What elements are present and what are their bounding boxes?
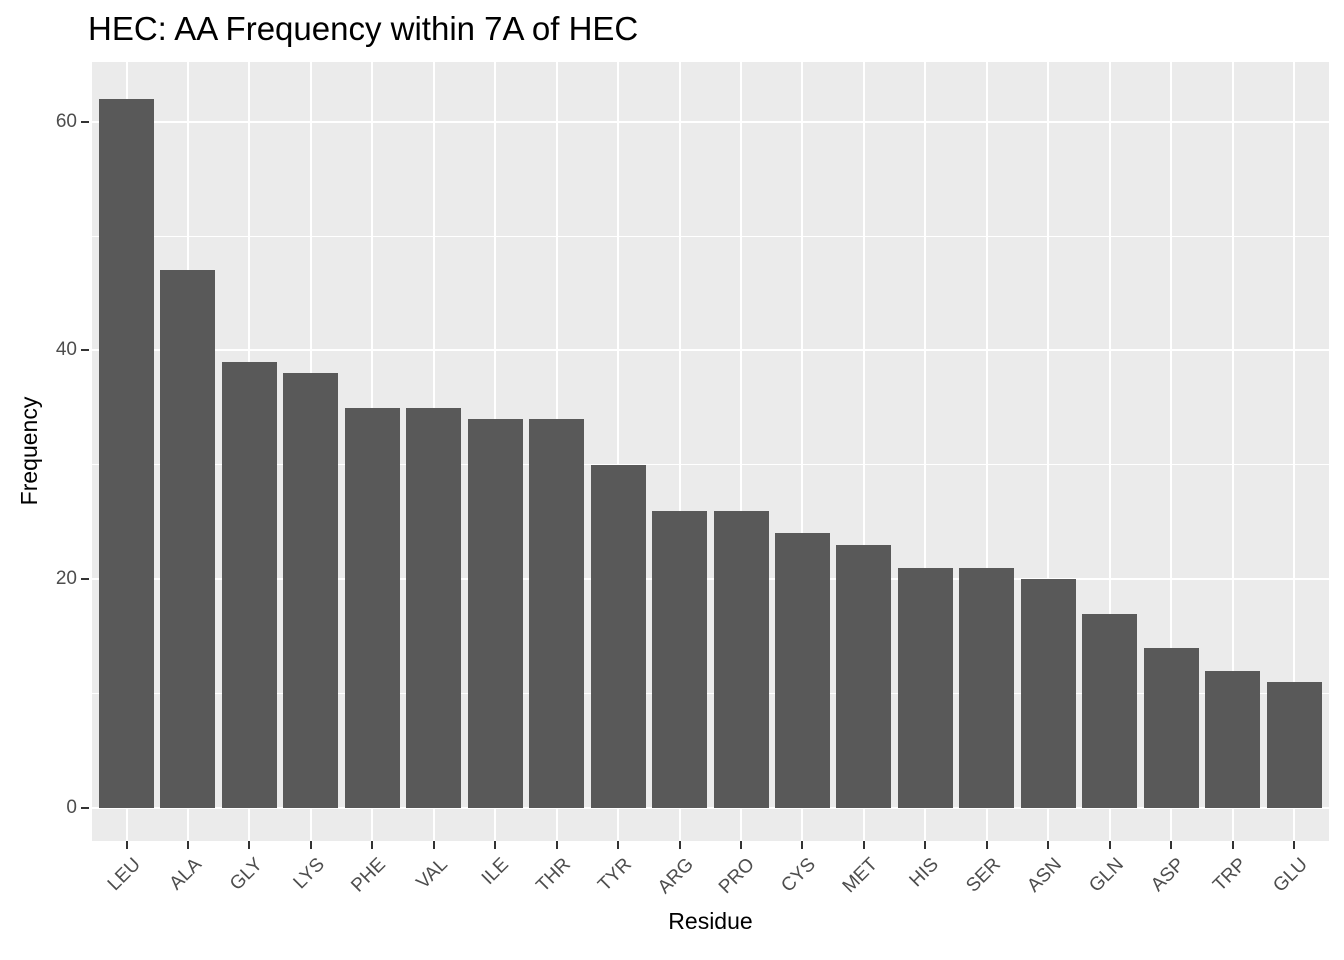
bar-met bbox=[836, 544, 892, 808]
x-tick-mark-lys bbox=[309, 841, 312, 849]
x-tick-mark-leu bbox=[125, 841, 128, 849]
bar-ala bbox=[160, 270, 216, 808]
bar-val bbox=[406, 407, 462, 808]
gridline-minor-y-10 bbox=[92, 693, 1329, 695]
bar-tyr bbox=[590, 464, 646, 808]
bar-thr bbox=[529, 419, 585, 808]
x-tick-mark-gly bbox=[248, 841, 251, 849]
bar-asp bbox=[1143, 647, 1199, 808]
gridline-x-asn bbox=[1047, 62, 1050, 841]
x-tick-mark-val bbox=[432, 841, 435, 849]
gridline-minor-y-30 bbox=[92, 464, 1329, 466]
gridline-x-trp bbox=[1231, 62, 1234, 841]
x-axis-title: Residue bbox=[668, 908, 753, 934]
x-tick-mark-ile bbox=[494, 841, 497, 849]
y-axis-title: Frequency bbox=[16, 396, 42, 506]
y-tick-mark-40 bbox=[81, 349, 89, 352]
y-tick-label-20: 20 bbox=[55, 568, 77, 590]
gridline-x-cys bbox=[801, 62, 804, 841]
x-tick-mark-met bbox=[862, 841, 865, 849]
gridline-major-y-20 bbox=[92, 578, 1329, 581]
bar-leu bbox=[99, 98, 154, 808]
bar-ser bbox=[959, 567, 1015, 808]
y-tick-label-0: 0 bbox=[66, 797, 77, 818]
gridline-major-y-0 bbox=[92, 807, 1329, 809]
x-tick-mark-trp bbox=[1231, 841, 1234, 849]
gridline-x-glu bbox=[1293, 62, 1296, 841]
bar-pro bbox=[713, 510, 769, 808]
gridline-x-met bbox=[862, 62, 865, 841]
bar-ile bbox=[467, 419, 523, 808]
gridline-x-gln bbox=[1108, 62, 1111, 841]
y-tick-mark-20 bbox=[81, 578, 89, 581]
x-tick-mark-pro bbox=[740, 841, 742, 849]
bar-gln bbox=[1082, 613, 1138, 808]
y-tick-mark-60 bbox=[81, 120, 89, 123]
x-tick-mark-gln bbox=[1108, 841, 1111, 849]
gridline-x-tyr bbox=[617, 62, 620, 841]
bar-gly bbox=[221, 361, 277, 808]
gridline-x-asp bbox=[1170, 62, 1173, 841]
bar-his bbox=[897, 567, 953, 808]
gridline-x-arg bbox=[678, 62, 681, 841]
gridline-major-y-40 bbox=[92, 349, 1329, 352]
bar-cys bbox=[774, 533, 830, 808]
x-tick-mark-glu bbox=[1293, 841, 1296, 849]
bar-phe bbox=[344, 407, 400, 808]
chart-title: HEC: AA Frequency within 7A of HEC bbox=[88, 10, 639, 47]
x-tick-mark-tyr bbox=[617, 841, 620, 849]
y-tick-label-60: 60 bbox=[55, 110, 77, 132]
x-tick-mark-arg bbox=[678, 841, 681, 849]
x-tick-mark-asn bbox=[1047, 841, 1050, 849]
x-tick-mark-his bbox=[924, 841, 927, 849]
gridline-x-his bbox=[924, 62, 927, 841]
x-tick-mark-phe bbox=[371, 841, 374, 849]
gridline-major-y-60 bbox=[92, 120, 1329, 123]
bar-trp bbox=[1205, 670, 1261, 808]
gridline-minor-y-50 bbox=[92, 235, 1329, 237]
x-tick-mark-thr bbox=[555, 841, 558, 849]
x-tick-mark-asp bbox=[1170, 841, 1173, 849]
bar-asn bbox=[1020, 579, 1076, 808]
x-tick-mark-ala bbox=[186, 841, 189, 849]
y-tick-label-40: 40 bbox=[55, 339, 77, 361]
y-tick-mark-0 bbox=[81, 807, 89, 809]
x-tick-mark-ser bbox=[985, 841, 988, 849]
x-tick-mark-cys bbox=[801, 841, 804, 849]
gridline-x-pro bbox=[740, 62, 742, 841]
bar-arg bbox=[652, 510, 708, 808]
bar-lys bbox=[283, 373, 339, 808]
bar-glu bbox=[1266, 682, 1322, 808]
plot-panel bbox=[92, 62, 1329, 841]
gridline-x-ser bbox=[985, 62, 988, 841]
